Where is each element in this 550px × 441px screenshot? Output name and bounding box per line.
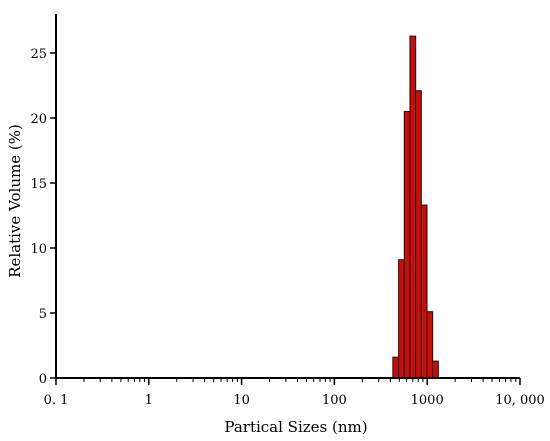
y-tick-label-4: 20 — [30, 112, 47, 127]
x-tick-label-0: 0. 1 — [44, 393, 69, 408]
x-tick-label-3: 100 — [322, 393, 347, 408]
bar-0 — [392, 356, 400, 379]
y-axis-title: Relative Volume (%) — [6, 124, 24, 278]
bar-3 — [409, 35, 417, 379]
y-tick-label-1: 5 — [39, 307, 47, 322]
y-tick-label-3: 15 — [30, 177, 47, 192]
y-tick-label-2: 10 — [30, 242, 47, 257]
bar-5 — [420, 204, 428, 379]
bar-6 — [426, 311, 434, 379]
x-tick-label-4: 1000 — [411, 393, 444, 408]
y-axis-ticks: 0 5 10 15 20 25 — [30, 47, 56, 387]
x-tick-label-5: 10, 000 — [495, 393, 545, 408]
bar-1 — [398, 259, 405, 379]
bar-4 — [415, 90, 422, 379]
x-tick-label-2: 10 — [233, 393, 250, 408]
x-tick-label-1: 1 — [145, 393, 153, 408]
bars-group — [392, 35, 439, 379]
x-axis-ticks: 0. 1 1 10 100 1000 10, 000 — [44, 378, 545, 408]
y-tick-label-5: 25 — [30, 47, 47, 62]
bar-2 — [403, 111, 411, 379]
y-tick-label-0: 0 — [39, 372, 47, 387]
bar-7 — [432, 360, 439, 379]
x-axis-title: Partical Sizes (nm) — [224, 418, 367, 436]
